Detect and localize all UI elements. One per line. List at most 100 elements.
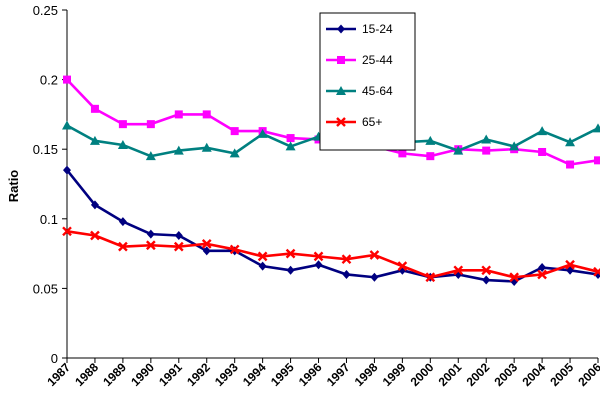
data-point — [397, 261, 408, 271]
data-point — [90, 200, 99, 210]
legend-item: 45-64 — [326, 84, 393, 98]
x-tick-label: 1994 — [240, 360, 269, 389]
x-tick-label: 1987 — [44, 360, 73, 389]
x-tick-label: 1989 — [100, 360, 129, 389]
series-15-24 — [63, 165, 600, 286]
data-point — [370, 272, 379, 282]
data-point — [62, 120, 72, 130]
data-point — [117, 140, 128, 150]
y-tick-label: 0.05 — [33, 281, 58, 296]
x-tick-label: 1990 — [128, 360, 157, 389]
data-point — [481, 134, 492, 144]
series-layer — [62, 75, 600, 286]
x-tick-label: 1996 — [296, 360, 325, 389]
data-point — [257, 251, 268, 262]
x-tick-label: 2005 — [547, 360, 576, 389]
data-point — [565, 137, 576, 147]
data-point — [174, 231, 183, 241]
legend-marker — [337, 24, 345, 34]
legend: 15-24 25-44 45-64 65+ — [319, 12, 416, 151]
data-point — [566, 160, 575, 169]
data-point — [425, 135, 436, 145]
y-tick-label: 0.2 — [40, 73, 58, 88]
legend-marker — [336, 86, 346, 95]
x-ticks: 1987 1988 1989 1990 1991 1992 1993 1994 1995 1996… — [44, 358, 600, 389]
data-point — [537, 126, 548, 136]
data-point — [145, 151, 156, 161]
data-point — [90, 230, 100, 241]
data-point — [286, 134, 295, 143]
data-point — [230, 127, 239, 136]
data-point — [369, 250, 380, 260]
data-point — [482, 275, 491, 285]
data-point — [89, 135, 100, 145]
data-point — [509, 141, 520, 151]
data-point — [538, 147, 547, 156]
legend-label: 15-24 — [362, 22, 393, 36]
x-tick-label: 2000 — [408, 360, 437, 389]
x-tick-label: 1988 — [72, 360, 101, 389]
x-tick-label: 2001 — [436, 360, 465, 389]
data-point — [453, 145, 464, 155]
y-tick-label: 0.25 — [33, 3, 58, 18]
data-point — [257, 128, 268, 138]
x-tick-label: 2002 — [464, 360, 493, 389]
legend-item: 25-44 — [326, 53, 393, 67]
data-point — [62, 226, 72, 237]
data-point — [341, 254, 352, 265]
legend-label: 25-44 — [362, 53, 393, 67]
data-point — [90, 104, 99, 113]
data-point — [146, 120, 155, 129]
x-tick-label: 1991 — [156, 360, 185, 389]
legend-label: 45-64 — [362, 84, 393, 98]
y-tick-label: 0.15 — [33, 142, 58, 157]
data-point — [201, 239, 212, 249]
data-point — [538, 263, 547, 273]
x-tick-label: 2004 — [519, 360, 548, 389]
data-point — [173, 241, 184, 252]
data-point — [398, 149, 407, 158]
data-point — [594, 156, 600, 165]
legend-label: 65+ — [362, 115, 382, 129]
series-line — [66, 230, 599, 279]
data-point — [342, 269, 351, 279]
axes — [66, 10, 598, 359]
series-line — [65, 169, 599, 283]
data-point — [425, 272, 436, 283]
data-point — [314, 260, 323, 270]
x-tick-label: 1998 — [352, 360, 381, 389]
x-tick-label: 1995 — [268, 360, 297, 389]
data-point — [229, 148, 240, 158]
data-point — [202, 246, 211, 256]
data-point — [173, 145, 184, 155]
data-point — [593, 123, 600, 133]
data-point — [565, 259, 575, 270]
data-point — [593, 266, 600, 277]
data-point — [63, 75, 71, 84]
y-axis-label: Ratio — [6, 170, 21, 203]
data-point — [285, 141, 296, 151]
data-point — [537, 269, 547, 280]
data-point — [286, 265, 295, 275]
data-point — [174, 110, 183, 119]
x-tick-label: 1997 — [324, 360, 353, 389]
data-point — [285, 248, 296, 259]
legend-box — [319, 12, 416, 151]
data-point — [145, 240, 156, 251]
series-65+ — [62, 226, 600, 283]
x-tick-label: 2003 — [491, 360, 520, 389]
data-point — [201, 142, 212, 152]
data-point — [426, 152, 435, 161]
data-point — [509, 272, 520, 283]
data-point — [63, 165, 71, 175]
data-point — [118, 241, 128, 252]
legend-marker — [337, 56, 345, 64]
x-tick-label: 1999 — [380, 360, 409, 389]
data-point — [258, 261, 267, 271]
x-tick-label: 2006 — [575, 360, 600, 389]
data-point — [118, 120, 127, 129]
data-point — [481, 265, 492, 276]
data-point — [118, 217, 127, 227]
data-point — [229, 244, 240, 255]
